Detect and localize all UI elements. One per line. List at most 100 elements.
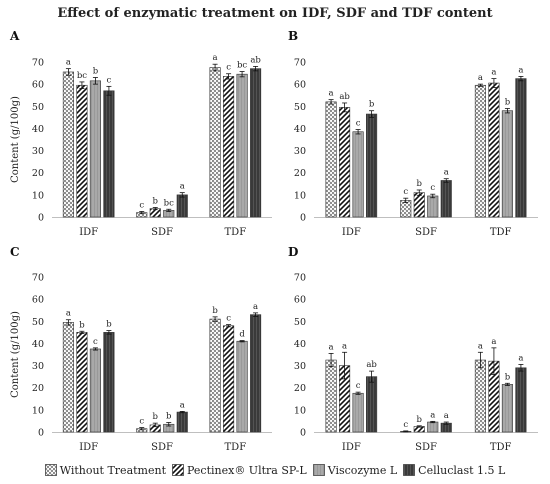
bar xyxy=(325,359,337,433)
x-tick-label: IDF xyxy=(79,442,98,453)
y-tick-label: 0 xyxy=(300,213,306,224)
significance-label: c xyxy=(403,420,408,430)
bar xyxy=(501,110,513,218)
bar xyxy=(89,80,101,218)
significance-label: a xyxy=(213,53,218,63)
significance-label: a xyxy=(253,302,258,312)
x-tick-label: SDF xyxy=(415,227,437,238)
bar xyxy=(62,322,74,433)
bar xyxy=(209,318,221,433)
y-tick-label: 20 xyxy=(32,383,44,394)
significance-label: a xyxy=(342,341,347,351)
significance-label: c xyxy=(430,183,435,193)
significance-label: c xyxy=(139,417,144,427)
significance-label: b xyxy=(505,98,511,108)
significance-label: d xyxy=(239,330,245,340)
bar xyxy=(223,325,235,433)
y-tick-label: 10 xyxy=(294,405,306,416)
y-tick-label: 30 xyxy=(32,361,44,372)
y-axis-label: Content (g/100g) xyxy=(10,311,21,398)
significance-label: c xyxy=(403,187,408,197)
bar xyxy=(176,194,188,218)
legend-label: Without Treatment xyxy=(59,463,166,477)
y-tick-label: 30 xyxy=(32,146,44,157)
significance-label: b xyxy=(153,196,159,206)
x-tick-label: IDF xyxy=(342,442,361,453)
significance-label: a xyxy=(444,411,449,421)
bar xyxy=(427,195,439,218)
legend-item-without-treatment: Without Treatment xyxy=(44,463,166,477)
bar xyxy=(440,180,452,218)
bar xyxy=(89,348,101,433)
bar xyxy=(325,101,337,218)
y-tick-label: 70 xyxy=(32,273,44,284)
significance-label: a xyxy=(430,410,435,420)
bar xyxy=(474,359,486,433)
legend-swatch-dots xyxy=(44,464,57,476)
bar xyxy=(515,78,527,218)
y-tick-label: 50 xyxy=(294,102,306,113)
y-tick-label: 50 xyxy=(32,102,44,113)
x-tick-label: TDF xyxy=(490,227,512,238)
x-tick-label: IDF xyxy=(79,227,98,238)
legend-item-celluclast: Celluclast 1.5 L xyxy=(403,464,505,477)
significance-label: ab xyxy=(250,55,261,65)
bar xyxy=(176,411,188,433)
y-tick-label: 0 xyxy=(38,428,44,439)
y-tick-label: 0 xyxy=(300,428,306,439)
x-tick-label: IDF xyxy=(342,227,361,238)
bar xyxy=(488,82,500,218)
significance-label: bc xyxy=(237,61,247,71)
significance-label: ab xyxy=(339,92,350,102)
bar xyxy=(413,192,425,218)
significance-label: b xyxy=(417,179,423,189)
y-tick-label: 60 xyxy=(294,295,306,306)
significance-label: b xyxy=(369,100,375,110)
panel-letter: C xyxy=(10,245,20,259)
significance-label: c xyxy=(226,63,231,73)
legend-label: Pectinex® Ultra SP-L xyxy=(187,463,307,477)
bar xyxy=(236,73,248,218)
y-tick-label: 10 xyxy=(294,190,306,201)
bar xyxy=(76,332,88,433)
bar xyxy=(366,113,378,218)
bar xyxy=(515,367,527,433)
significance-label: a xyxy=(478,341,483,351)
y-tick-label: 40 xyxy=(32,339,44,350)
significance-label: bc xyxy=(164,198,174,208)
bar xyxy=(427,421,439,433)
significance-label: a xyxy=(66,58,71,68)
x-tick-label: SDF xyxy=(415,442,437,453)
significance-label: b xyxy=(106,320,112,330)
x-tick-label: SDF xyxy=(151,227,173,238)
legend-label: Viscozyme L xyxy=(327,463,398,477)
y-tick-label: 20 xyxy=(32,168,44,179)
y-tick-label: 60 xyxy=(32,80,44,91)
y-tick-label: 70 xyxy=(294,273,306,284)
bar xyxy=(76,84,88,218)
y-tick-label: 20 xyxy=(294,383,306,394)
bar xyxy=(236,340,248,433)
legend-label: Celluclast 1.5 L xyxy=(418,463,506,477)
bar xyxy=(366,376,378,433)
significance-label: b xyxy=(166,411,172,421)
significance-label: a xyxy=(518,353,523,363)
significance-label: a xyxy=(491,68,496,78)
y-tick-label: 70 xyxy=(294,58,306,69)
bar xyxy=(62,71,74,218)
x-tick-label: TDF xyxy=(225,227,247,238)
significance-label: bc xyxy=(77,71,87,81)
significance-label: b xyxy=(93,67,99,77)
significance-label: c xyxy=(139,200,144,210)
significance-label: a xyxy=(518,65,523,75)
y-axis-label: Content (g/100g) xyxy=(10,96,21,183)
bar xyxy=(352,131,364,218)
legend-swatch-dark xyxy=(403,464,416,476)
significance-label: b xyxy=(79,320,85,330)
bar xyxy=(339,107,351,218)
panel-letter: B xyxy=(288,29,298,43)
y-tick-label: 70 xyxy=(32,58,44,69)
significance-label: a xyxy=(66,309,71,319)
bar xyxy=(474,84,486,218)
